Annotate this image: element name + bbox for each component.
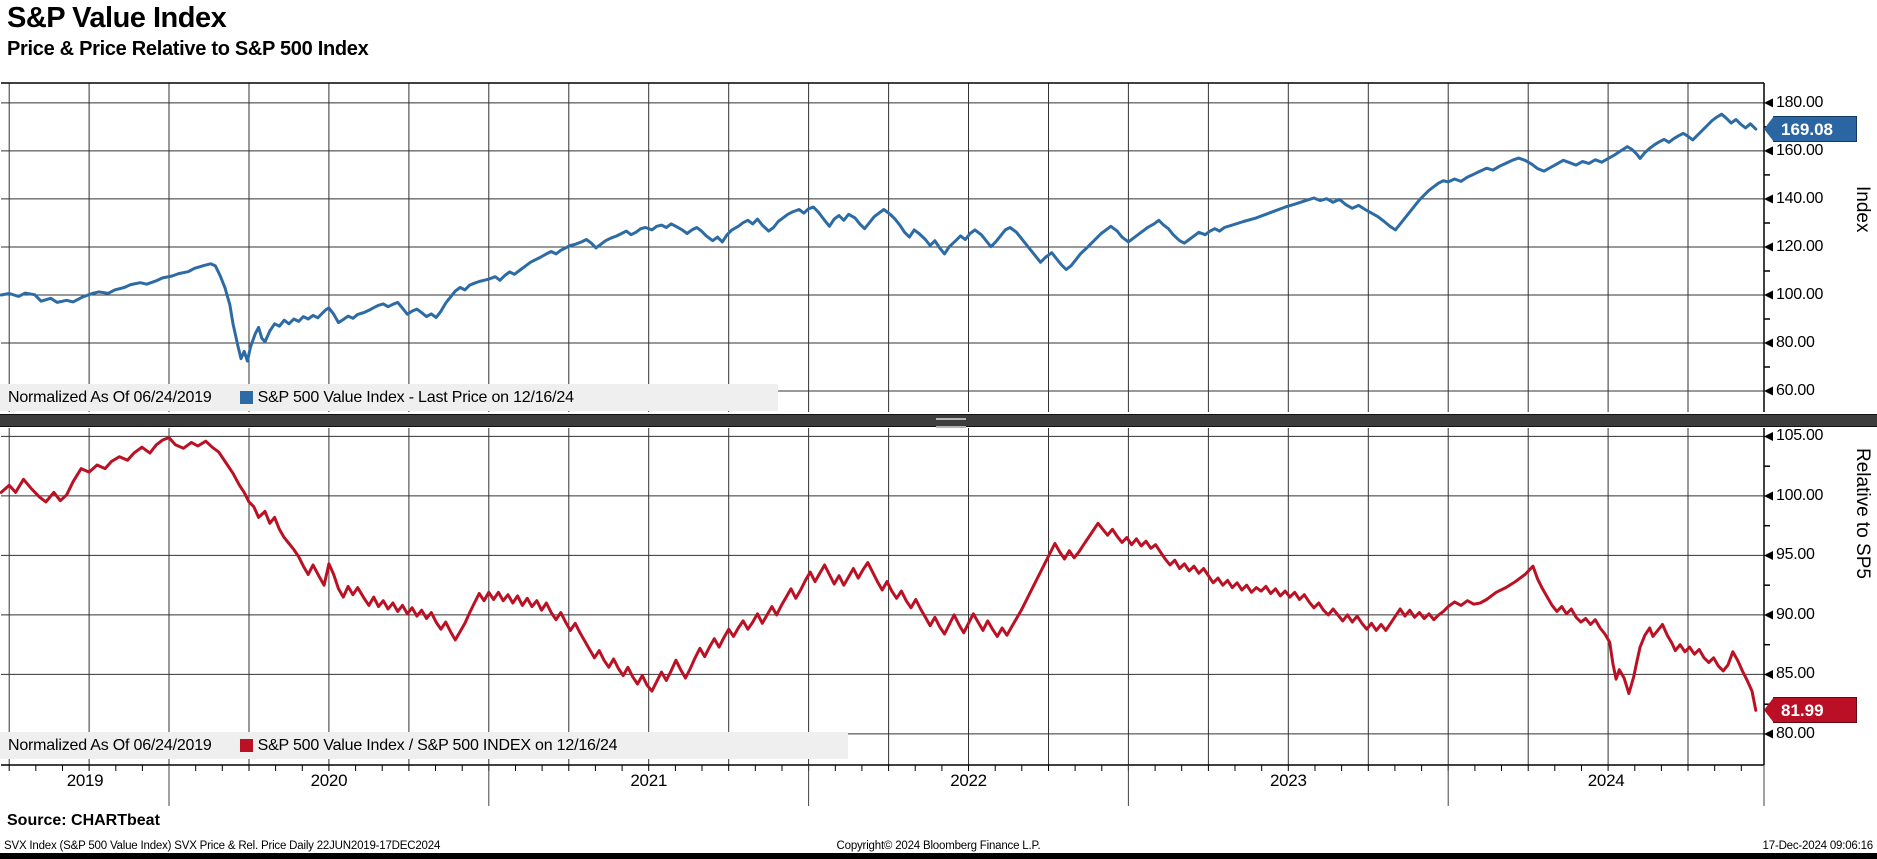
top-legend-series-label: S&P 500 Value Index - Last Price on 12/1…	[257, 388, 574, 406]
bottom-legend: Normalized As Of 06/24/2019 S&P 500 Valu…	[0, 732, 848, 759]
axis-tick-arrow-icon	[1764, 550, 1773, 560]
bottom-axis-title: Relative to SP5	[1852, 448, 1873, 579]
footer-source: Source: CHARTbeat	[7, 812, 160, 829]
blue-series-swatch-icon	[239, 391, 253, 404]
x-year-label: 2023	[1270, 771, 1307, 790]
y-tick-label: 100.00	[1776, 486, 1824, 504]
axis-tick-arrow-icon	[1764, 729, 1773, 739]
axis-tick-arrow-icon	[1764, 194, 1773, 204]
y-tick-label: 60.00	[1776, 381, 1815, 399]
panel-drag-grip-icon[interactable]	[936, 418, 966, 428]
y-tick-label: 160.00	[1776, 141, 1824, 159]
red-last-price-badge: 81.99	[1764, 697, 1857, 724]
y-tick-label: 95.00	[1776, 546, 1815, 564]
y-tick-label: 85.00	[1776, 665, 1815, 683]
top-axis-title: Index	[1852, 186, 1873, 233]
axis-tick-arrow-icon	[1764, 431, 1773, 441]
x-year-label: 2022	[950, 771, 987, 790]
x-year-label: 2021	[630, 771, 668, 790]
bottom-border-bar	[0, 853, 1877, 859]
top-legend-normalized-label: Normalized As Of 06/24/2019	[8, 388, 212, 406]
axis-tick-arrow-icon	[1764, 669, 1773, 679]
axis-tick-arrow-icon	[1764, 491, 1773, 501]
page-subtitle: Price & Price Relative to S&P 500 Index	[7, 38, 369, 60]
blue-last-price-badge: 169.08	[1764, 116, 1857, 143]
x-year-label: 2019	[66, 771, 104, 790]
axis-tick-arrow-icon	[1764, 290, 1773, 300]
x-year-label: 2020	[310, 771, 348, 790]
red-series-swatch-icon	[239, 739, 253, 752]
y-tick-label: 140.00	[1776, 189, 1824, 207]
y-tick-label: 80.00	[1776, 724, 1815, 742]
axis-tick-arrow-icon	[1764, 242, 1773, 252]
x-year-label: 2024	[1587, 771, 1625, 790]
y-tick-label: 90.00	[1776, 605, 1815, 623]
top-legend: Normalized As Of 06/24/2019 S&P 500 Valu…	[0, 384, 778, 411]
y-tick-label: 80.00	[1776, 333, 1815, 351]
footer-copyright: Copyright© 2024 Bloomberg Finance L.P.	[836, 840, 1041, 852]
axis-tick-arrow-icon	[1764, 98, 1773, 108]
bottom-legend-normalized-label: Normalized As Of 06/24/2019	[8, 736, 212, 754]
page-title: S&P Value Index	[7, 2, 227, 34]
bottom-legend-series-label: S&P 500 Value Index / S&P 500 INDEX on 1…	[257, 736, 618, 754]
footer-timestamp: 17-Dec-2024 09:06:16	[1762, 840, 1874, 852]
y-tick-label: 105.00	[1776, 427, 1824, 445]
y-tick-label: 120.00	[1776, 237, 1824, 255]
y-tick-label: 100.00	[1776, 285, 1824, 303]
axis-tick-arrow-icon	[1764, 338, 1773, 348]
footer-descriptor: SVX Index (S&P 500 Value Index) SVX Pric…	[4, 840, 441, 852]
blue-price-line	[0, 112, 1758, 363]
axis-tick-arrow-icon	[1764, 386, 1773, 396]
axis-tick-arrow-icon	[1764, 610, 1773, 620]
axis-tick-arrow-icon	[1764, 146, 1773, 156]
y-tick-label: 180.00	[1776, 93, 1824, 111]
red-relative-line	[0, 436, 1758, 712]
